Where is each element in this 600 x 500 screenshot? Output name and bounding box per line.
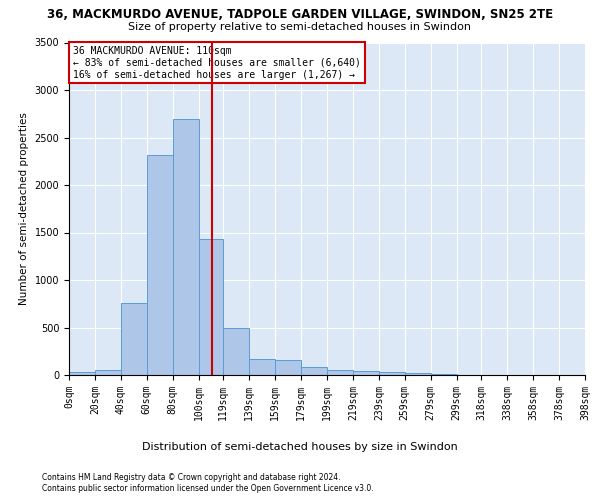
Y-axis label: Number of semi-detached properties: Number of semi-detached properties (19, 112, 29, 305)
Bar (147, 154, 173, 375)
Bar (121, 303, 147, 375)
Text: 36 MACKMURDO AVENUE: 110sqm
← 83% of semi-detached houses are smaller (6,640)
16: 36 MACKMURDO AVENUE: 110sqm ← 83% of sem… (73, 46, 361, 80)
Text: Distribution of semi-detached houses by size in Swindon: Distribution of semi-detached houses by … (142, 442, 458, 452)
Text: Contains HM Land Registry data © Crown copyright and database right 2024.: Contains HM Land Registry data © Crown c… (42, 472, 341, 482)
Bar (379, 372, 405, 375)
Bar (353, 371, 379, 375)
Bar (69, 372, 95, 375)
Bar (95, 370, 121, 375)
Bar (249, 359, 275, 375)
Text: Contains public sector information licensed under the Open Government Licence v3: Contains public sector information licen… (42, 484, 374, 493)
Bar (431, 374, 457, 375)
Bar (275, 360, 301, 375)
Bar (301, 368, 327, 375)
Bar (327, 370, 353, 375)
Text: 36, MACKMURDO AVENUE, TADPOLE GARDEN VILLAGE, SWINDON, SN25 2TE: 36, MACKMURDO AVENUE, TADPOLE GARDEN VIL… (47, 8, 553, 20)
Bar (223, 328, 249, 375)
Bar (173, 118, 199, 375)
Bar (199, 239, 223, 375)
Text: Size of property relative to semi-detached houses in Swindon: Size of property relative to semi-detach… (128, 22, 472, 32)
Bar (405, 373, 431, 375)
